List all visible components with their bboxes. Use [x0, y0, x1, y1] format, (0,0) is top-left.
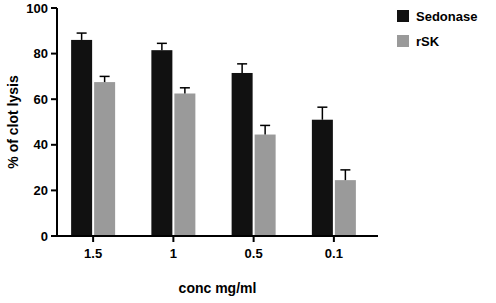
error-line [322, 107, 324, 120]
error-bar [237, 64, 247, 73]
error-cap [157, 43, 167, 45]
y-tick [51, 144, 57, 146]
y-tick [51, 98, 57, 100]
bars [71, 33, 356, 236]
error-line [81, 33, 83, 40]
error-cap [237, 63, 247, 65]
bar [255, 135, 276, 236]
x-axis [57, 235, 378, 237]
bar [312, 120, 333, 236]
y-tick [51, 189, 57, 191]
x-tick-label: 1.5 [84, 246, 102, 261]
bar [94, 82, 115, 236]
y-tick [51, 7, 57, 9]
error-bar [100, 76, 110, 82]
bar [335, 180, 356, 236]
legend-label: rSK [416, 34, 440, 49]
y-tick [51, 53, 57, 55]
error-cap [100, 76, 110, 78]
legend: Sedonase rSK [397, 9, 477, 49]
error-bar [180, 88, 190, 94]
x-tick-label: 0.5 [245, 246, 263, 261]
y-tick-label: 60 [34, 92, 48, 107]
chart-container: 0 20 40 60 80 100 1.5 1 0.5 0.1 conc mg/ml % of clo… [0, 0, 496, 303]
error-cap [180, 87, 190, 89]
x-tick [172, 236, 174, 242]
y-tick-label: 80 [34, 46, 48, 61]
y-tick [51, 235, 57, 237]
x-tick-label: 0.1 [325, 246, 343, 261]
y-axis-label: % of clot lysis [5, 75, 21, 169]
y-axis [56, 8, 58, 236]
error-bar [77, 33, 87, 40]
error-cap [77, 32, 87, 34]
chart: 0 20 40 60 80 100 1.5 1 0.5 0.1 conc mg/ml % of clo… [0, 0, 496, 303]
error-cap [260, 125, 270, 127]
error-line [184, 88, 186, 94]
error-bar [317, 107, 327, 120]
error-line [104, 76, 106, 82]
error-cap [340, 169, 350, 171]
error-cap [317, 106, 327, 108]
x-tick-label: 1 [170, 246, 177, 261]
x-tick [333, 236, 335, 242]
x-tick [253, 236, 255, 242]
y-tick-label: 20 [34, 183, 48, 198]
error-line [241, 64, 243, 73]
bar [232, 73, 253, 236]
y-tick-label: 0 [41, 229, 48, 244]
x-axis-label: conc mg/ml [179, 280, 257, 296]
legend-label: Sedonase [416, 9, 477, 24]
legend-swatch [397, 10, 409, 22]
x-tick [92, 236, 94, 242]
error-line [264, 125, 266, 134]
bar [71, 40, 92, 236]
bar [174, 94, 195, 237]
error-line [161, 43, 163, 50]
error-bar [157, 43, 167, 50]
y-tick-label: 40 [34, 137, 48, 152]
error-bar [340, 170, 350, 180]
y-tick-label: 100 [26, 1, 48, 16]
error-line [345, 170, 347, 180]
bar [151, 50, 172, 236]
legend-swatch [397, 35, 409, 47]
error-bar [260, 125, 270, 134]
